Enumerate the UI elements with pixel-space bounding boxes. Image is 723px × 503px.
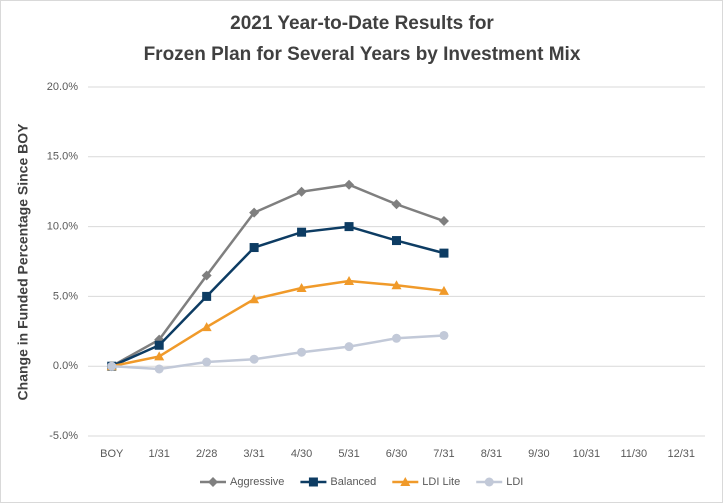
data-point (249, 294, 260, 304)
x-tick-label: 10/31 (573, 448, 601, 460)
legend-marker (208, 477, 218, 487)
series-line (111, 334, 445, 371)
chart-title: 2021 Year-to-Date Results for (230, 13, 494, 34)
x-tick-label: BOY (100, 448, 124, 460)
data-point (296, 186, 307, 197)
data-point (438, 216, 449, 227)
data-point (201, 322, 212, 332)
data-point (154, 351, 165, 361)
data-point (249, 243, 259, 253)
data-point (438, 285, 449, 295)
x-tick-label: 11/30 (620, 448, 647, 460)
y-tick-label: 15.0% (47, 151, 78, 163)
data-point (439, 330, 449, 340)
y-tick-label: 5.0% (53, 290, 78, 302)
x-tick-label: 6/30 (386, 448, 407, 460)
data-point (202, 357, 212, 367)
x-tick-label: 1/31 (148, 448, 169, 460)
legend-label: LDI Lite (422, 476, 460, 488)
legend-marker (400, 477, 411, 486)
series-line (111, 279, 445, 368)
data-point (439, 248, 449, 258)
data-point (296, 283, 307, 293)
data-point (154, 364, 164, 374)
y-tick-label: 0.0% (53, 360, 78, 372)
x-tick-label: 9/30 (528, 448, 549, 460)
data-point (344, 342, 354, 352)
data-point (391, 280, 402, 290)
legend-marker (308, 477, 318, 487)
legend-label: Balanced (330, 476, 376, 488)
y-tick-label: 10.0% (47, 221, 78, 233)
x-tick-label: 12/31 (668, 448, 696, 460)
legend-marker (484, 477, 494, 487)
data-point (249, 354, 259, 364)
chart-title: Frozen Plan for Several Years by Investm… (144, 44, 581, 65)
data-point (107, 361, 117, 371)
legend-label: Aggressive (230, 476, 284, 488)
data-point (344, 276, 355, 286)
data-point (344, 179, 355, 190)
y-tick-label: 20.0% (47, 81, 78, 93)
y-tick-label: -5.0% (49, 430, 78, 442)
series-line (111, 183, 445, 368)
x-tick-label: 4/30 (291, 448, 312, 460)
x-tick-label: 8/31 (481, 448, 502, 460)
x-tick-label: 3/31 (243, 448, 264, 460)
data-point (297, 227, 307, 237)
data-point (154, 340, 164, 350)
data-point (201, 270, 212, 281)
x-tick-label: 5/31 (338, 448, 359, 460)
x-tick-label: 2/28 (196, 448, 217, 460)
data-point (202, 291, 212, 301)
y-axis-label: Change in Funded Percentage Since BOY (15, 123, 31, 401)
x-tick-label: 7/31 (433, 448, 454, 460)
data-point (392, 333, 401, 343)
legend-label: LDI (506, 476, 523, 488)
data-point (297, 347, 307, 357)
data-point (344, 222, 354, 232)
data-point (249, 207, 260, 218)
data-point (391, 199, 402, 210)
series-line (111, 225, 445, 368)
data-point (392, 236, 401, 246)
